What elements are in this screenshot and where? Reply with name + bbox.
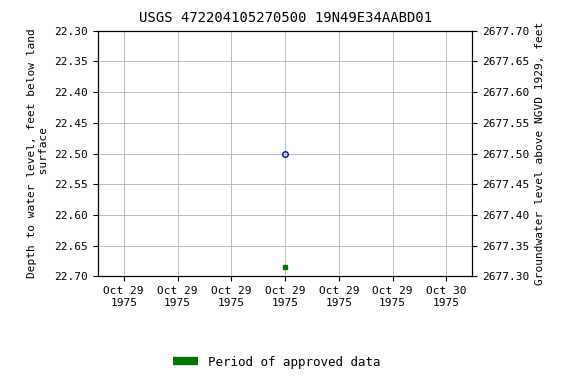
Y-axis label: Groundwater level above NGVD 1929, feet: Groundwater level above NGVD 1929, feet xyxy=(535,22,545,285)
Legend: Period of approved data: Period of approved data xyxy=(168,351,385,374)
Title: USGS 472204105270500 19N49E34AABD01: USGS 472204105270500 19N49E34AABD01 xyxy=(139,12,431,25)
Y-axis label: Depth to water level, feet below land
 surface: Depth to water level, feet below land su… xyxy=(27,29,49,278)
